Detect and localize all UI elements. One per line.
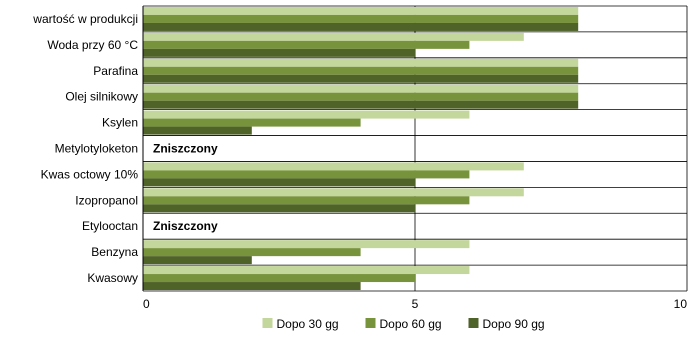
legend-label: Dopo 90 gg [483,317,545,331]
bar [143,6,579,15]
bar [143,196,470,205]
bar [143,256,252,265]
category-label: Benzyna [91,245,138,259]
bar [143,100,579,109]
bar [143,66,579,75]
bar [143,110,470,119]
bar [143,40,470,49]
bar [143,162,524,171]
annotation-label: Zniszczony [153,142,218,156]
bar [143,204,415,213]
category-label: Woda przy 60 °C [47,38,138,52]
category-label: Ksylen [102,116,138,130]
legend-swatch [365,318,376,328]
bar [143,84,579,93]
category-label: Kwasowy [87,271,138,285]
bar [143,266,470,275]
bar [143,14,579,23]
category-label: Parafina [93,64,138,78]
bars-layer [143,6,579,291]
category-label: Metylotyloketon [55,142,138,156]
bar [143,58,579,67]
legend: Dopo 30 gg Dopo 60 gg Dopo 90 gg [262,317,545,331]
legend-label: Dopo 30 gg [277,317,339,331]
legend-swatch [468,318,479,328]
bar [143,32,524,41]
bar [143,188,524,197]
category-label: Olej silnikowy [65,90,138,104]
category-label: wartość w produkcji [32,12,138,26]
legend-swatch [262,318,273,328]
x-tick-label: 10 [674,297,688,311]
bar [143,22,579,31]
bar [143,248,361,257]
bar [143,92,579,101]
x-tick-label: 0 [143,297,150,311]
bar [143,282,361,291]
bar [143,240,470,249]
category-label: Izopropanol [75,193,138,207]
x-tick-label: 5 [412,297,419,311]
axis-layer: 0 5 10 [142,6,688,311]
bar [143,74,579,83]
bar [143,178,415,187]
category-label: Etylooctan [82,219,138,233]
bar [143,170,470,179]
bar [143,274,415,283]
annotation-label: Zniszczony [153,219,218,233]
bar [143,118,361,127]
bar [143,126,252,135]
category-label: Kwas octowy 10% [41,167,139,181]
legend-label: Dopo 60 gg [380,317,442,331]
labels-layer: wartość w produkcji Woda przy 60 °C Parafi… [32,12,218,285]
bar [143,48,415,57]
